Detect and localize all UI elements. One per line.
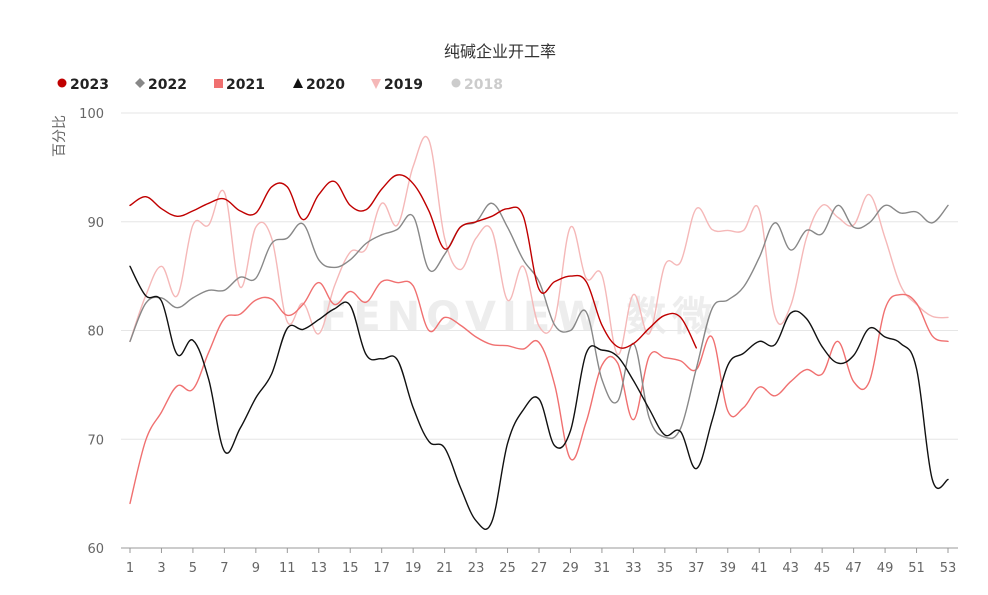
- legend-marker-2018: [451, 78, 461, 88]
- series-line-2022: [129, 202, 949, 440]
- x-tick-label: 49: [877, 561, 894, 576]
- x-tick-label: 11: [279, 561, 296, 576]
- legend-item-2018[interactable]: 2018: [451, 77, 503, 93]
- x-tick-label: 35: [657, 561, 674, 576]
- legend-item-2022[interactable]: 2022: [135, 77, 187, 93]
- x-tick-label: 19: [405, 561, 422, 576]
- series-line-2019: [129, 135, 949, 356]
- legend-item-2019[interactable]: 2019: [371, 77, 423, 93]
- series-layer: [129, 135, 949, 531]
- x-tick-label: 51: [908, 561, 925, 576]
- y-tick-label: 80: [87, 325, 104, 340]
- legend-item-2020[interactable]: 2020: [293, 77, 345, 93]
- legend-marker-2021: [214, 79, 223, 88]
- legend-label-2021: 2021: [226, 77, 265, 93]
- x-tick-label: 9: [252, 561, 260, 576]
- y-axis-ticks: 60 70 80 90 100: [79, 107, 104, 557]
- x-tick-label: 53: [940, 561, 957, 576]
- legend-label-2019: 2019: [384, 77, 423, 93]
- y-tick-label: 60: [87, 542, 104, 557]
- x-tick-label: 45: [814, 561, 831, 576]
- x-tick-label: 29: [562, 561, 579, 576]
- x-tick-label: 47: [845, 561, 862, 576]
- x-tick-label: 7: [220, 561, 228, 576]
- x-tick-label: 1: [126, 561, 134, 576]
- x-axis-ticks: 1 3 5 7 9 11 13 15 17 19 21 23 25 27 29 31 33 35 37 39 41 43 4…: [126, 548, 956, 576]
- x-tick-label: 41: [751, 561, 768, 576]
- legend-marker-2022: [135, 78, 145, 88]
- x-tick-label: 25: [499, 561, 516, 576]
- grid: [121, 112, 958, 549]
- x-tick-label: 39: [719, 561, 736, 576]
- legend-item-2021[interactable]: 2021: [214, 77, 265, 93]
- series-line-2020: [129, 265, 949, 531]
- watermark: FENOVIEW 数微: [320, 294, 718, 340]
- x-tick-label: 37: [688, 561, 705, 576]
- x-tick-label: 21: [436, 561, 453, 576]
- series-line-2021: [129, 279, 949, 505]
- x-tick-label: 17: [373, 561, 390, 576]
- x-tick-label: 5: [189, 561, 197, 576]
- x-tick-label: 43: [782, 561, 799, 576]
- x-tick-label: 15: [342, 561, 359, 576]
- legend-label-2018: 2018: [464, 77, 503, 93]
- x-tick-label: 23: [468, 561, 485, 576]
- legend-marker-2023: [57, 78, 67, 88]
- x-tick-label: 27: [531, 561, 548, 576]
- legend-item-2023[interactable]: 2023: [57, 77, 109, 93]
- y-axis-label: 百分比: [52, 115, 68, 157]
- series-line-2023: [129, 174, 697, 349]
- x-tick-label: 31: [594, 561, 611, 576]
- x-tick-label: 13: [310, 561, 327, 576]
- legend-marker-2020: [293, 78, 303, 88]
- y-tick-label: 90: [87, 216, 104, 231]
- x-tick-label: 33: [625, 561, 642, 576]
- legend: 2023 2022 2021 2020 2019 2018: [57, 77, 503, 93]
- y-tick-label: 70: [87, 433, 104, 448]
- legend-marker-2019: [371, 79, 381, 89]
- legend-label-2022: 2022: [148, 77, 187, 93]
- legend-label-2020: 2020: [306, 77, 345, 93]
- chart-title: 纯碱企业开工率: [444, 42, 556, 61]
- legend-label-2023: 2023: [70, 77, 109, 93]
- x-tick-label: 3: [157, 561, 165, 576]
- y-tick-label: 100: [79, 107, 104, 122]
